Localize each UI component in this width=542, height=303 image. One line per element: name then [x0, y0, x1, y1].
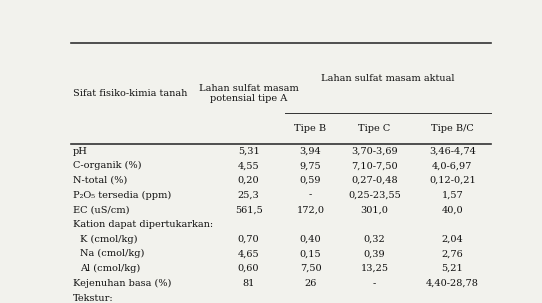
Text: 0,60: 0,60: [238, 264, 259, 273]
Text: 4,65: 4,65: [238, 249, 260, 258]
Text: 172,0: 172,0: [296, 205, 325, 214]
Text: 4,55: 4,55: [238, 161, 260, 170]
Text: Tipe B: Tipe B: [294, 124, 327, 133]
Text: -: -: [373, 279, 376, 288]
Text: 13,25: 13,25: [360, 264, 389, 273]
Text: 4,0-6,97: 4,0-6,97: [432, 161, 473, 170]
Text: 2,04: 2,04: [441, 235, 463, 244]
Text: Tipe B/C: Tipe B/C: [431, 124, 474, 133]
Text: 0,27-0,48: 0,27-0,48: [351, 176, 398, 185]
Text: Tekstur:: Tekstur:: [73, 294, 113, 302]
Text: 0,59: 0,59: [300, 176, 321, 185]
Text: 3,70-3,69: 3,70-3,69: [351, 147, 398, 155]
Text: 40,0: 40,0: [442, 205, 463, 214]
Text: 7,50: 7,50: [300, 264, 321, 273]
Text: EC (uS/cm): EC (uS/cm): [73, 205, 130, 214]
Text: 0,12-0,21: 0,12-0,21: [429, 176, 476, 185]
Text: Kejenuhan basa (%): Kejenuhan basa (%): [73, 279, 171, 288]
Text: Sifat fisiko-kimia tanah: Sifat fisiko-kimia tanah: [73, 89, 187, 98]
Text: 0,39: 0,39: [364, 249, 385, 258]
Text: 301,0: 301,0: [360, 205, 389, 214]
Text: 9,75: 9,75: [300, 161, 321, 170]
Text: 561,5: 561,5: [235, 205, 262, 214]
Text: 7,10-7,50: 7,10-7,50: [351, 161, 398, 170]
Text: Al (cmol/kg): Al (cmol/kg): [80, 264, 140, 273]
Text: 3,46-4,74: 3,46-4,74: [429, 147, 476, 155]
Text: Lahan sulfat masam
potensial tipe A: Lahan sulfat masam potensial tipe A: [199, 84, 299, 103]
Text: Na (cmol/kg): Na (cmol/kg): [80, 249, 145, 258]
Text: -: -: [309, 191, 312, 200]
Text: C-organik (%): C-organik (%): [73, 161, 141, 170]
Text: 25,3: 25,3: [238, 191, 260, 200]
Text: N-total (%): N-total (%): [73, 176, 127, 185]
Text: 0,20: 0,20: [238, 176, 260, 185]
Text: K (cmol/kg): K (cmol/kg): [80, 235, 138, 244]
Text: Kation dapat dipertukarkan:: Kation dapat dipertukarkan:: [73, 220, 213, 229]
Text: 0,40: 0,40: [300, 235, 321, 244]
Text: 2,76: 2,76: [441, 249, 463, 258]
Text: Tipe C: Tipe C: [358, 124, 391, 133]
Text: pH: pH: [73, 147, 88, 155]
Text: Lahan sulfat masam aktual: Lahan sulfat masam aktual: [321, 74, 455, 83]
Text: 81: 81: [242, 279, 255, 288]
Text: P₂O₅ tersedia (ppm): P₂O₅ tersedia (ppm): [73, 191, 171, 200]
Text: 4,40-28,78: 4,40-28,78: [426, 279, 479, 288]
Text: 1,57: 1,57: [441, 191, 463, 200]
Text: 5,31: 5,31: [238, 147, 260, 155]
Text: 0,70: 0,70: [238, 235, 260, 244]
Text: 0,25-23,55: 0,25-23,55: [348, 191, 401, 200]
Text: 0,32: 0,32: [364, 235, 385, 244]
Text: 5,21: 5,21: [441, 264, 463, 273]
Text: 0,15: 0,15: [300, 249, 321, 258]
Text: 26: 26: [305, 279, 317, 288]
Text: 3,94: 3,94: [300, 147, 321, 155]
